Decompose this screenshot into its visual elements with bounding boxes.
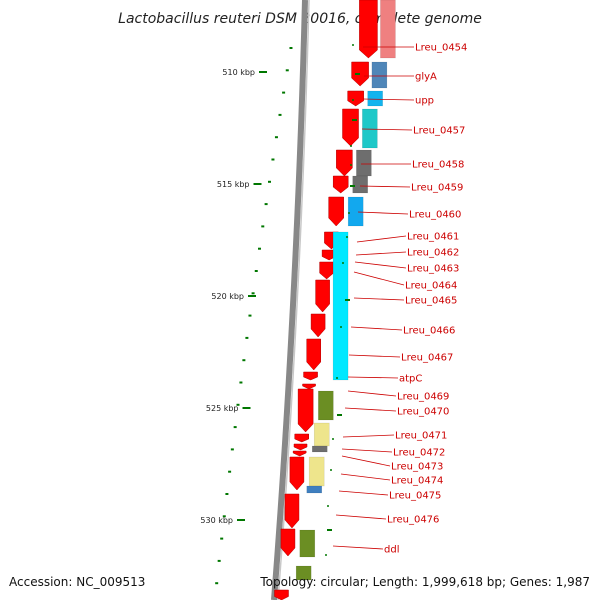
category-block — [295, 565, 312, 581]
forward-gene-arrow — [336, 149, 353, 177]
forward-gene-arrow — [328, 196, 344, 227]
forward-gene-arrow — [347, 90, 364, 107]
category-block — [347, 196, 364, 227]
category-block — [352, 175, 368, 194]
gene-label: Lreu_0461 — [407, 232, 459, 243]
forward-gene-arrow — [359, 0, 378, 59]
map-title: Lactobacillus reuteri DSM 20016, complet… — [118, 11, 482, 27]
label-leader — [350, 326, 403, 331]
category-block — [299, 529, 316, 558]
label-leader — [359, 185, 411, 188]
forward-gene-arrow — [293, 443, 308, 451]
category-block — [332, 231, 349, 381]
forward-gene-arrow — [342, 108, 359, 147]
category-block — [380, 0, 396, 59]
label-leader — [347, 376, 399, 379]
gene-label: Lreu_0458 — [412, 160, 464, 171]
gene-label: ddl — [384, 545, 399, 556]
gene-label: Lreu_0475 — [389, 491, 441, 502]
category-block — [356, 149, 372, 177]
genome-backbone — [271, 0, 310, 600]
label-leader — [357, 211, 409, 215]
gene-label: glyA — [415, 72, 437, 83]
scale-tick-label: 530 kbp — [200, 516, 233, 525]
label-leader — [341, 448, 393, 453]
gene-label: atpC — [399, 374, 422, 385]
gene-label: Lreu_0462 — [407, 248, 459, 259]
label-leader — [332, 545, 384, 550]
category-ticks — [325, 44, 360, 556]
category-block — [318, 390, 334, 421]
category-block — [362, 108, 378, 149]
label-leader — [354, 261, 407, 269]
gene-label: Lreu_0469 — [397, 392, 449, 403]
category-block — [306, 485, 323, 494]
label-leader — [344, 407, 397, 412]
forward-gene-arrow — [294, 433, 310, 443]
forward-gene-arrow — [319, 261, 334, 280]
gene-label: Lreu_0465 — [405, 296, 457, 307]
forward-gene-arrow — [332, 175, 349, 194]
accession-text: Accession: NC_009513 — [9, 575, 145, 589]
gene-label: Lreu_0470 — [397, 407, 449, 418]
forward-gene-arrow — [289, 456, 305, 491]
forward-gene-arrow — [284, 493, 300, 529]
forward-gene-arrow — [303, 371, 318, 381]
forward-gene-arrow — [302, 383, 316, 390]
category-block — [311, 445, 328, 453]
gene-label: Lreu_0476 — [387, 515, 439, 526]
label-leader — [348, 354, 401, 358]
forward-gene-arrow — [274, 589, 289, 600]
label-leader — [361, 128, 413, 131]
category-block — [367, 90, 383, 107]
gene-label: Lreu_0466 — [403, 326, 455, 337]
topology-text: Topology: circular; Length: 1,999,618 bp… — [259, 575, 590, 589]
label-leader — [356, 235, 407, 243]
label-leader — [335, 514, 387, 520]
label-leaders — [332, 46, 415, 550]
label-leader — [347, 390, 397, 397]
forward-gene-arrow — [297, 388, 314, 433]
scale-ticks: 510 kbp 515 kbp 520 kbp 525 kbp 530 kbp — [200, 68, 267, 525]
gene-label: Lreu_0467 — [401, 353, 453, 364]
forward-gene-track — [274, 0, 378, 600]
gene-label: Lreu_0457 — [413, 126, 465, 137]
category-block — [308, 456, 325, 487]
gene-label: Lreu_0454 — [415, 43, 467, 54]
gene-label: Lreu_0460 — [409, 210, 461, 221]
forward-gene-arrow — [280, 528, 296, 557]
label-leader — [353, 271, 405, 286]
scale-tick-label: 525 kbp — [206, 404, 239, 413]
category-track — [295, 0, 396, 581]
gene-label: Lreu_0471 — [395, 431, 447, 442]
gene-label: Lreu_0464 — [405, 281, 457, 292]
label-leader — [340, 473, 391, 481]
label-leader — [341, 455, 391, 467]
label-leader — [338, 490, 389, 496]
forward-gene-arrow — [315, 279, 330, 313]
gene-label: Lreu_0473 — [391, 462, 443, 473]
scale-tick-label: 520 kbp — [211, 292, 244, 301]
scale-tick-label: 515 kbp — [217, 180, 250, 189]
gene-label: Lreu_0459 — [411, 183, 463, 194]
gene-label: Lreu_0472 — [393, 448, 445, 459]
forward-gene-arrow — [306, 338, 321, 371]
category-block — [371, 61, 388, 89]
label-leader — [355, 251, 407, 256]
gene-labels: Lreu_0454 glyA upp Lreu_0457 Lreu_0458 Lreu_0… — [384, 43, 467, 556]
label-leader — [342, 434, 395, 438]
gene-label: Lreu_0474 — [391, 476, 443, 487]
label-leader — [362, 98, 415, 101]
forward-gene-arrow — [351, 61, 369, 87]
category-block — [313, 422, 330, 447]
forward-gene-arrow — [310, 313, 326, 338]
gene-label: Lreu_0463 — [407, 264, 459, 275]
forward-gene-arrow — [292, 450, 307, 457]
gene-label: upp — [415, 96, 434, 107]
scale-tick-label: 510 kbp — [222, 68, 255, 77]
label-leader — [353, 297, 405, 301]
minor-ticks — [215, 47, 293, 585]
